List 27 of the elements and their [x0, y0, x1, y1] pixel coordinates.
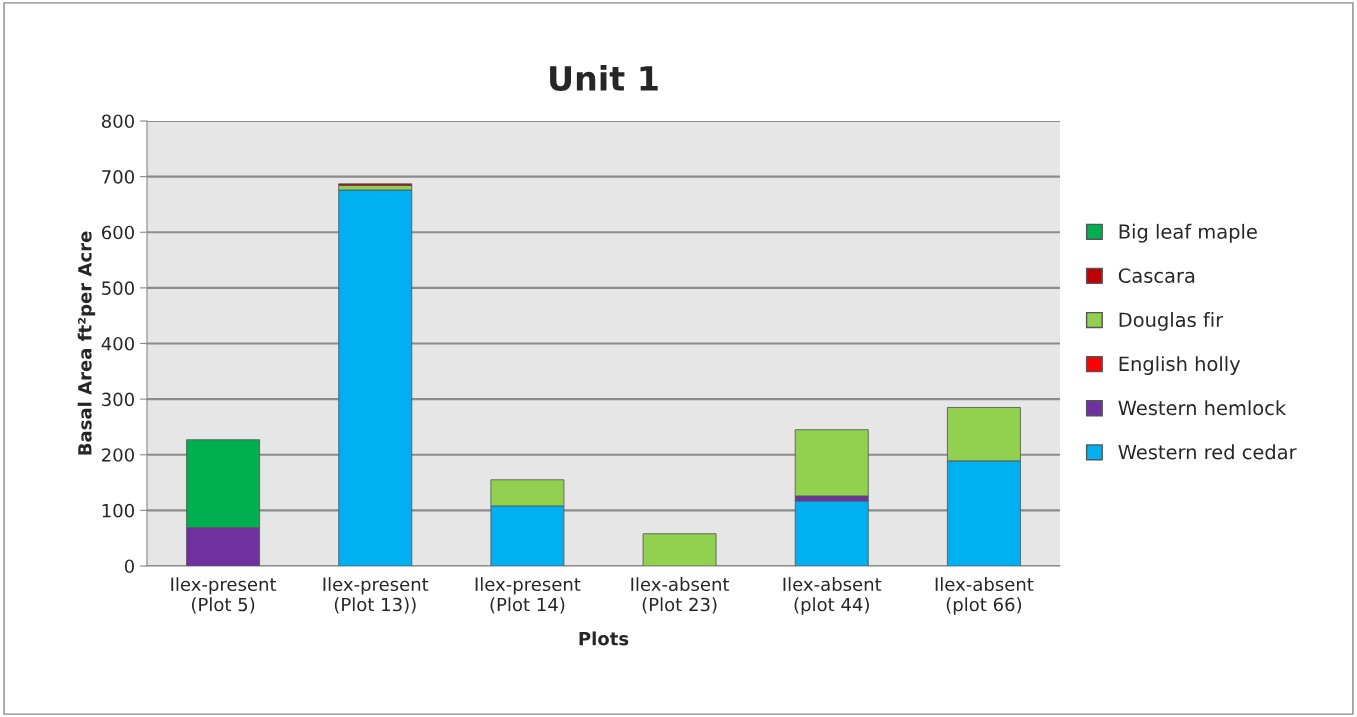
y-tick-label: 300 [102, 392, 134, 407]
y-tick-label: 800 [101, 114, 134, 129]
legend-label: Cascara [1118, 268, 1195, 283]
legend-label: Western red cedar [1118, 444, 1297, 460]
y-tick-label: 400 [101, 336, 134, 351]
legend-label: Western hemlock [1118, 400, 1287, 416]
legend-label: English holly [1119, 356, 1241, 375]
y-tick-label: 600 [101, 225, 134, 240]
x-axis-title: Plots [579, 631, 629, 646]
legend-label: Big leaf maple [1119, 223, 1257, 243]
y-tick-label: 200 [102, 448, 134, 462]
bar [338, 189, 413, 566]
y-axis-title: Basal Area ft²per Acre [77, 231, 96, 455]
x-tick-label: Ilex-absent (plot 66) [935, 577, 1034, 615]
bar [642, 533, 717, 566]
x-tick-label: Ilex-present (Plot 13)) [323, 577, 429, 614]
x-tick-label: Ilex-present (Plot 5) [171, 577, 277, 614]
y-tick-label: 500 [102, 281, 134, 295]
chart-title: Unit 1 [550, 65, 658, 91]
x-tick-label: Ilex-absent (plot 44) [783, 577, 882, 615]
bar [794, 500, 869, 566]
x-tick-label: Ilex-absent (Plot 23) [631, 577, 730, 614]
y-tick-label: 100 [102, 503, 134, 518]
y-tick-label: 0 [124, 559, 134, 574]
y-tick-label: 700 [102, 170, 134, 184]
legend-label: Douglas fir [1119, 312, 1224, 331]
x-tick-label: Ilex-present (Plot 14) [475, 577, 581, 614]
